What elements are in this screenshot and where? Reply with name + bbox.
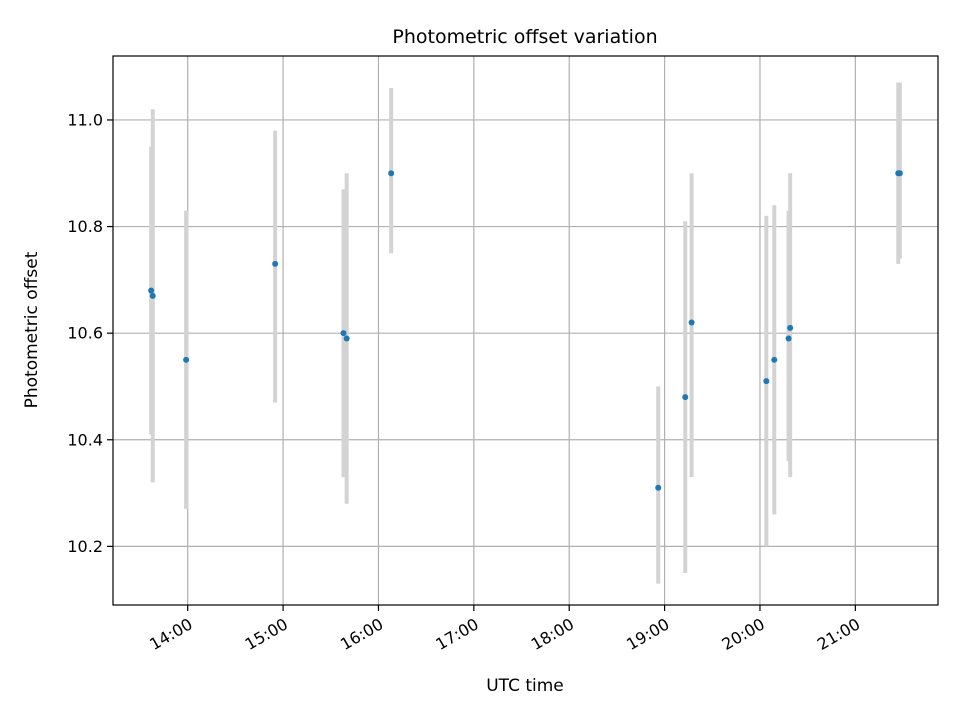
y-axis-ticks: 10.2 10.4 10.6 10.8 11.0 [67,110,113,556]
plot-area-frame [112,55,939,606]
y-tick-label: 10.6 [67,324,103,343]
x-axis-ticks: 14:00 15:00 16:00 17:00 18:00 19:00 20:00 21:00 [146,605,863,654]
y-tick-label: 11.0 [67,110,103,129]
y-tick-label: 10.4 [67,430,103,449]
x-tick-label: 20:00 [719,614,768,654]
chart-title: Photometric offset variation [392,26,657,48]
x-tick-label: 15:00 [242,614,291,654]
x-tick-label: 17:00 [432,614,481,654]
data-point [787,324,794,331]
data-point [785,335,792,342]
y-axis-title: Photometric offset [22,251,42,408]
data-point [763,378,770,385]
data-point [183,356,190,363]
y-tick-label: 10.2 [67,537,103,556]
x-tick-label: 19:00 [623,614,672,654]
data-point [148,287,155,294]
data-point [340,330,347,337]
data-points [148,170,903,491]
data-point [343,335,350,342]
data-point [388,170,395,177]
data-point [682,394,689,401]
x-tick-label: 21:00 [814,614,863,654]
y-tick-label: 10.8 [67,217,103,236]
x-tick-label: 14:00 [146,614,195,654]
x-tick-label: 16:00 [337,614,386,654]
data-point [688,319,695,326]
x-axis-title: UTC time [486,676,564,696]
x-tick-label: 18:00 [528,614,577,654]
data-point [771,356,778,363]
grid-lines [113,56,938,605]
data-point [896,170,903,177]
data-point [272,260,279,267]
data-point [655,484,662,491]
data-point [149,292,156,299]
